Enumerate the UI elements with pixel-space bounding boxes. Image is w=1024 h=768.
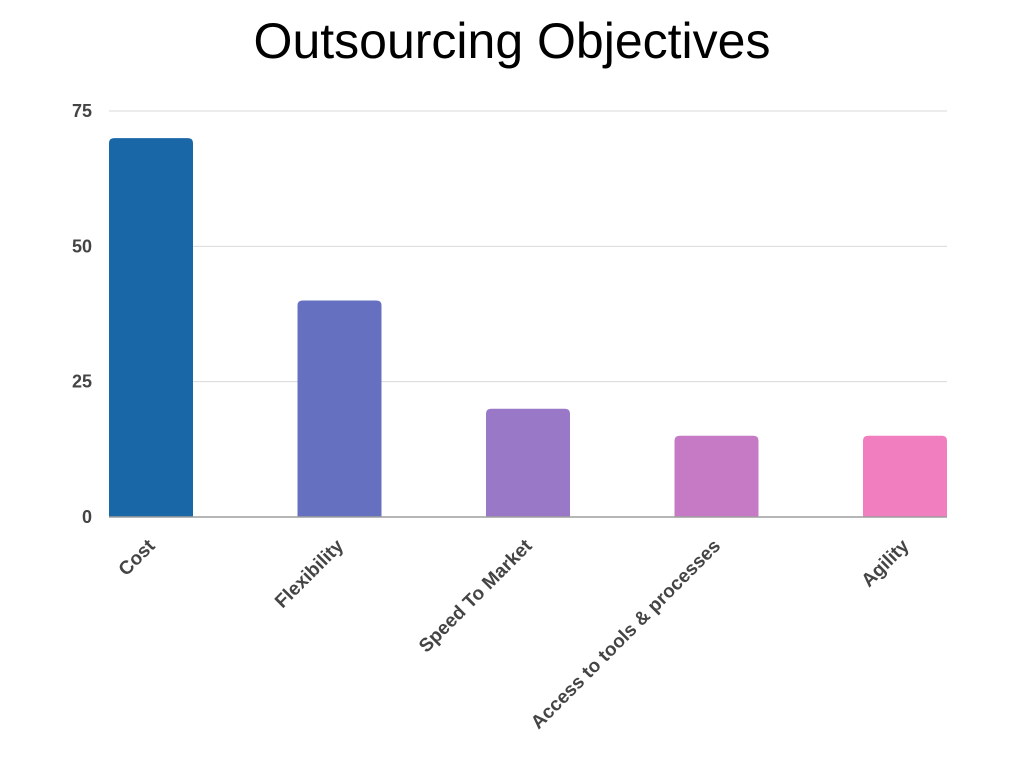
- y-axis-ticks: 0 25 50 75: [72, 101, 92, 527]
- y-tick-label: 75: [72, 101, 92, 121]
- y-tick-label: 25: [72, 372, 92, 392]
- x-category-label: Agility: [858, 535, 914, 591]
- x-category-label: Flexibility: [271, 535, 348, 612]
- x-category-label: Cost: [115, 535, 160, 580]
- bar-flexibility: [297, 300, 382, 517]
- x-category-label: Speed To Market: [415, 535, 537, 657]
- chart-title: Outsourcing Objectives: [253, 13, 771, 69]
- bar-cost: [109, 138, 193, 518]
- gridlines: [109, 110, 947, 383]
- bar-agility: [863, 435, 947, 517]
- y-tick-label: 50: [72, 236, 92, 256]
- bars: [109, 138, 947, 518]
- x-category-label: Access to tools & processes: [527, 536, 725, 734]
- y-tick-label: 0: [82, 507, 92, 527]
- bar-access-to-tools-processes: [674, 435, 759, 517]
- bar-speed-to-market: [486, 408, 570, 517]
